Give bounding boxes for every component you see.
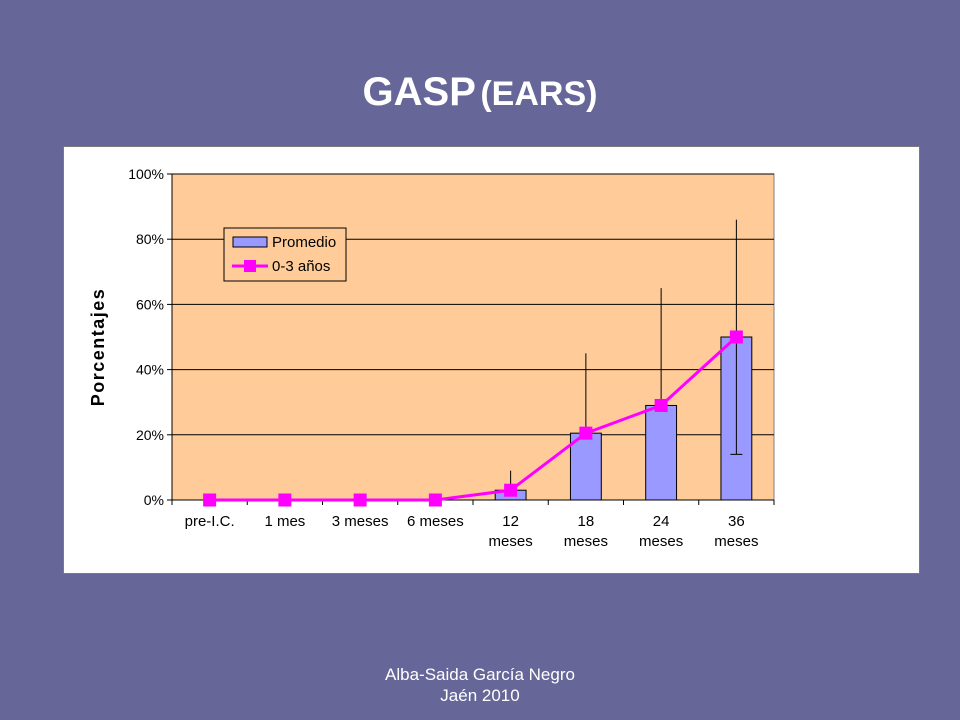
x-tick-label-line: 12 [502,513,519,530]
legend-swatch-bar [232,236,268,248]
title-main: GASP [362,70,476,114]
x-tick-label: 1 mes [264,513,305,530]
y-axis-title: Porcentajes [88,288,108,407]
plot-area [171,173,775,501]
line-marker [203,493,217,507]
footer-place-year: Jaén 2010 [440,686,520,705]
y-tick-label: 100% [128,166,164,182]
line-marker [278,493,292,507]
footer-author: Alba-Saida García Negro [385,665,575,684]
x-tick-label-line: meses [639,533,683,550]
x-tick-label: 3 meses [332,513,389,530]
line-series [209,335,738,502]
x-tick-label-line: 24 [653,513,670,530]
y-tick-label: 40% [136,362,164,378]
x-tick-label: 6 meses [407,513,464,530]
legend-label: 0-3 años [272,258,330,275]
line-marker [353,493,367,507]
x-tick-label-line: meses [714,533,758,550]
chart-svg: 0% 20% 40% 60% 80% 100% pre-I.C. 1 mes 3 meses 6 … [88,166,775,550]
y-tick-label: 60% [136,296,164,312]
x-tick-label: 18 meses [564,513,608,550]
line-marker [504,483,518,497]
title-subtitle: (EARS) [480,75,598,113]
x-tick-label: 36 meses [714,513,758,550]
x-tick-label-line: 3 meses [332,513,389,530]
x-tick-label-line: 18 [578,513,595,530]
y-tick-label: 80% [136,231,164,247]
slide-title: GASP (EARS) [0,70,960,115]
x-tick-label-line: 1 mes [264,513,305,530]
line-marker [729,330,743,344]
x-tick-label-line: meses [564,533,608,550]
bar [645,404,678,501]
x-tick-label: 24 meses [639,513,683,550]
x-tick-label-line: 36 [728,513,745,530]
y-tick-label: 20% [136,427,164,443]
line-marker [428,493,442,507]
x-tick-label-line: meses [489,533,533,550]
x-tick-label-line: 6 meses [407,513,464,530]
footer: Alba-Saida García Negro Jaén 2010 [0,664,960,706]
legend-label: Promedio [272,234,336,251]
x-tick-label: pre-I.C. [185,513,235,530]
bar [569,432,602,501]
x-tick-label: 12 meses [489,513,533,550]
y-tick-label: 0% [144,492,164,508]
chart-panel: 0% 20% 40% 60% 80% 100% pre-I.C. 1 mes 3 meses 6 … [63,146,920,574]
legend-swatch-marker [244,260,256,272]
x-tick-label-line: pre-I.C. [185,513,235,530]
line-marker [654,398,668,412]
line-marker [579,426,593,440]
